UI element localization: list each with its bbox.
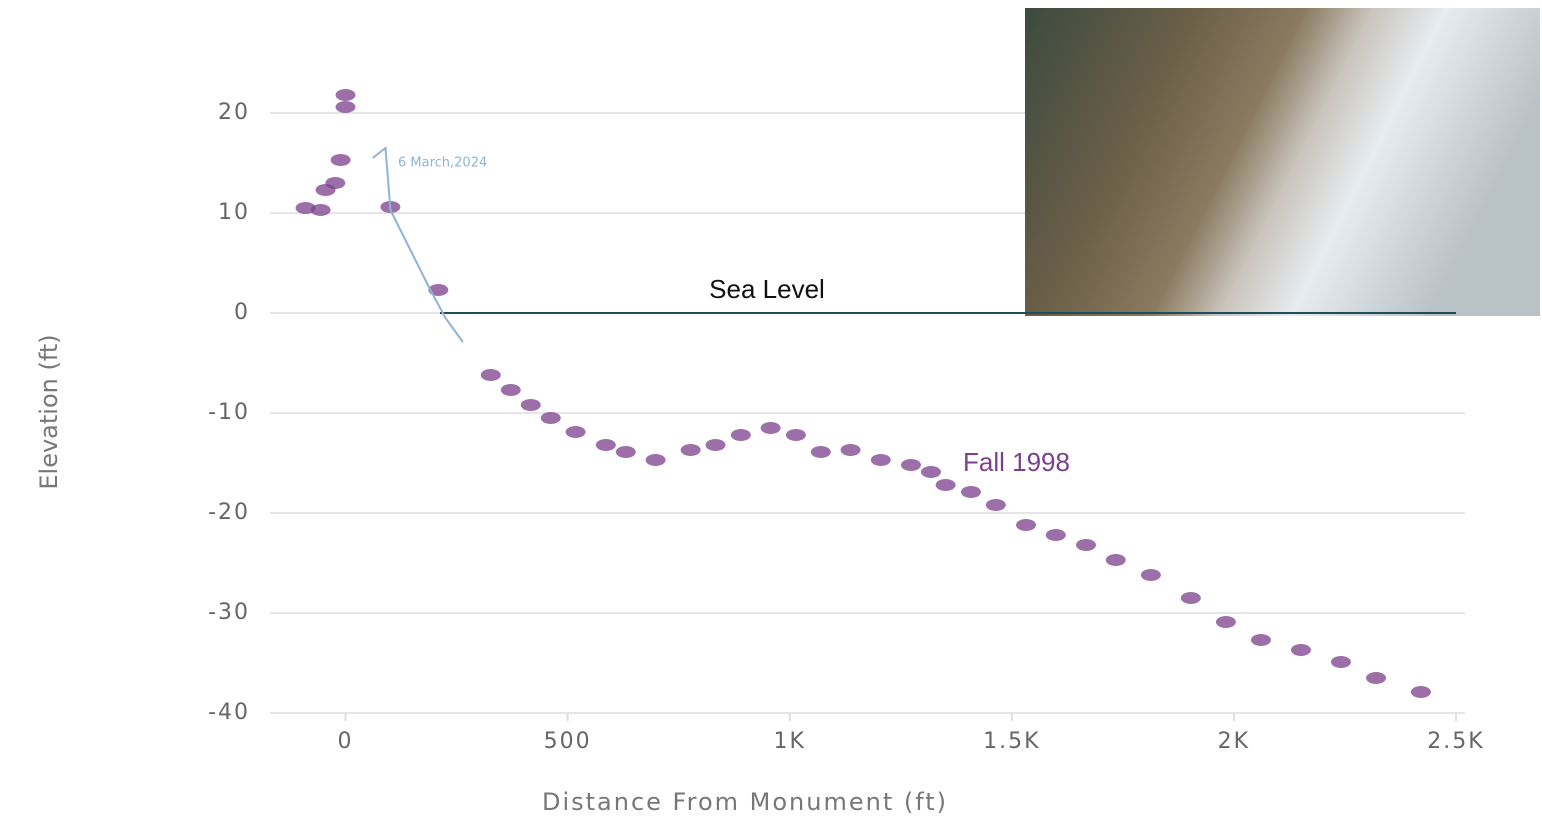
x-tick-label: 0 [338,729,354,754]
data-point [960,486,981,498]
x-axis-label: Distance From Monument (ft) [542,788,948,816]
series-label: 6 March,2024 [398,156,487,171]
data-point [785,429,806,441]
series-line [371,146,464,343]
data-point [480,369,501,381]
data-point [1016,519,1037,531]
data-point [1366,672,1387,684]
data-point [1075,539,1096,551]
data-point [1330,656,1351,668]
data-point [1215,616,1236,628]
data-point [295,202,316,214]
data-point [595,439,616,451]
data-point [900,459,921,471]
y-tick-label: 0 [234,300,250,325]
data-point [335,101,356,113]
data-point [335,89,356,101]
y-tick-label: 20 [218,100,250,125]
coastline-photo [1025,8,1540,316]
x-tick-label: 500 [544,729,592,754]
y-tick-label: -10 [208,400,250,425]
data-point [1250,634,1271,646]
data-point [1290,644,1311,656]
x-tick-label: 2K [1218,729,1250,754]
data-point [1180,592,1201,604]
data-point [840,444,861,456]
data-point [680,444,701,456]
data-point [330,154,351,166]
data-point [1105,554,1126,566]
data-point [730,429,751,441]
data-point [325,177,346,189]
data-point [870,454,891,466]
data-point [705,439,726,451]
data-point [810,446,831,458]
data-point [1045,529,1066,541]
data-point [500,384,521,396]
data-point [935,479,956,491]
data-point [1140,569,1161,581]
data-point [645,454,666,466]
data-point [428,284,449,296]
data-point [760,422,781,434]
y-tick-label: 10 [218,200,250,225]
y-tick-label: -40 [208,700,250,725]
series-label: Fall 1998 [963,447,1070,477]
data-point [310,204,331,216]
data-point [540,412,561,424]
y-axis-label: Elevation (ft) [35,334,63,489]
sea-level-label: Sea Level [709,274,825,304]
x-tick-label: 2.5K [1427,729,1484,754]
data-point [520,399,541,411]
y-tick-label: -30 [208,600,250,625]
x-tick-label: 1K [773,729,805,754]
data-point [985,499,1006,511]
data-point [565,426,586,438]
data-point [920,466,941,478]
data-point [615,446,636,458]
x-tick-label: 1.5K [983,729,1040,754]
data-point [1410,686,1431,698]
y-tick-label: -20 [208,500,250,525]
